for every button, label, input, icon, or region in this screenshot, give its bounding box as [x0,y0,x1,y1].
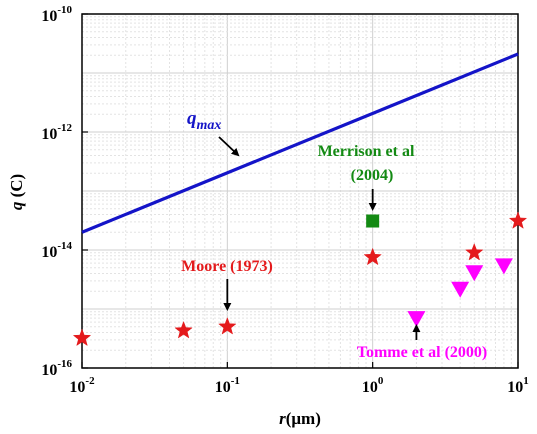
tomme-point [451,281,470,298]
x-axis-label-unit: (μm) [286,409,321,428]
tomme-point [407,311,426,328]
merrison-point [366,214,380,228]
tomme-point [465,265,484,282]
y-tick-label: 10-16 [41,358,72,379]
tomme-label: Tomme et al (2000) [357,344,488,361]
moore-label: Moore (1973) [181,258,273,275]
axis-ticks: 10-2 10-1 100 101 10-16 10-14 10-12 10-10 [41,4,528,396]
annotations: qmax Moore (1973) Merrison et al (2004) Tomm… [181,108,487,361]
x-tick-label: 100 [362,375,384,396]
y-axis-label-var: q [7,201,26,210]
y-tick-label: 10-12 [41,122,72,143]
y-axis-label-unit: (C) [7,174,26,202]
x-tick-label: 101 [507,375,529,396]
moore-point [363,247,382,266]
qmax-label: qmax [187,108,221,133]
qmax-line [81,52,519,234]
moore-point [508,211,528,229]
moore-point [465,242,484,261]
x-axis-label-var: r [279,409,286,428]
merrison-label-line1: Merrison et al [318,143,415,160]
moore-point [174,320,193,339]
plot-area [81,13,519,369]
y-tick-label: 10-14 [41,240,72,261]
x-tick-label: 10-2 [69,375,95,396]
moore-point [72,328,92,347]
x-axis-label: r(μm) [279,409,321,428]
series-layer [72,52,528,347]
tomme-point [494,258,513,275]
qmax-arrow [218,136,240,157]
moore-point [218,317,237,335]
y-tick-label: 10-10 [41,4,72,25]
x-tick-label: 10-1 [215,375,240,396]
y-axis-label: q (C) [7,174,26,210]
merrison-label-line2: (2004) [351,167,394,184]
grid-lines [81,14,518,369]
